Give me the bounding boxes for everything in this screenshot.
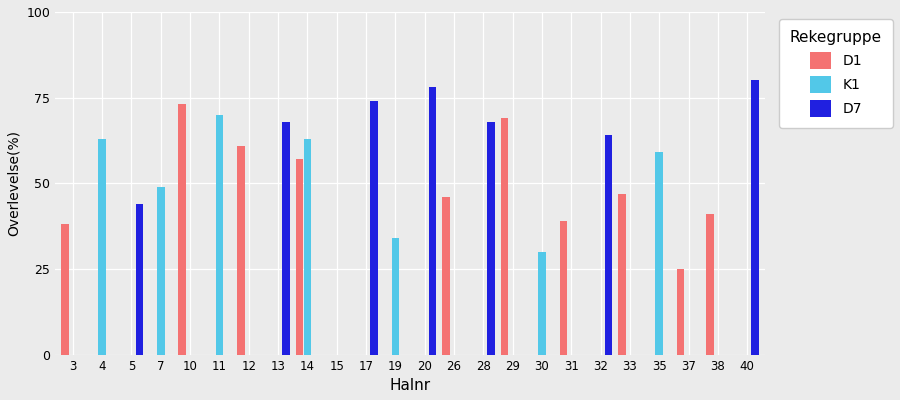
Bar bbox=[442, 197, 450, 355]
Bar bbox=[488, 122, 495, 355]
Bar bbox=[538, 252, 545, 355]
Bar bbox=[136, 204, 143, 355]
Bar bbox=[706, 214, 714, 355]
Bar bbox=[370, 101, 378, 355]
X-axis label: Halnr: Halnr bbox=[390, 378, 430, 393]
Legend: D1, K1, D7: D1, K1, D7 bbox=[778, 19, 893, 128]
Bar bbox=[283, 122, 290, 355]
Bar bbox=[61, 224, 68, 355]
Bar bbox=[655, 152, 663, 355]
Bar bbox=[392, 238, 399, 355]
Bar bbox=[428, 87, 436, 355]
Bar bbox=[178, 104, 186, 355]
Y-axis label: Overlevelse(%): Overlevelse(%) bbox=[7, 130, 21, 236]
Bar bbox=[752, 80, 759, 355]
Bar bbox=[237, 146, 245, 355]
Bar bbox=[296, 159, 303, 355]
Bar bbox=[560, 221, 567, 355]
Bar bbox=[501, 118, 508, 355]
Bar bbox=[216, 115, 223, 355]
Bar bbox=[303, 139, 311, 355]
Bar bbox=[157, 187, 165, 355]
Bar bbox=[618, 194, 626, 355]
Bar bbox=[677, 269, 684, 355]
Bar bbox=[98, 139, 106, 355]
Bar bbox=[605, 135, 612, 355]
